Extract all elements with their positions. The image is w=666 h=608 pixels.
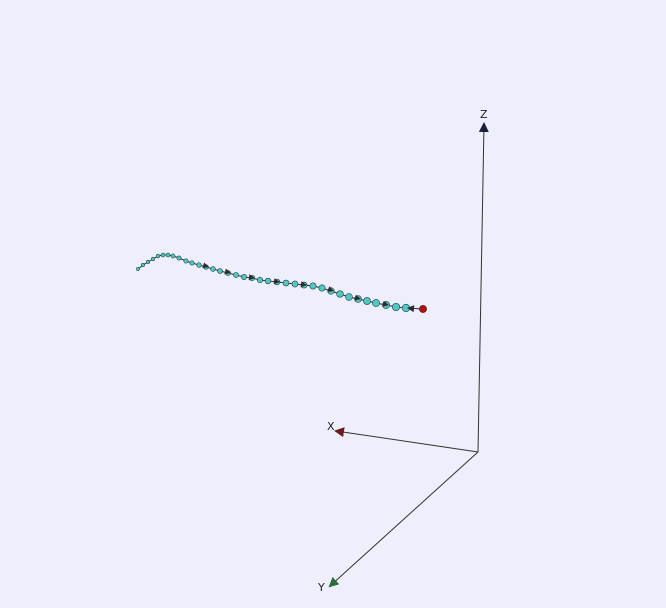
trajectory-line xyxy=(137,254,424,310)
y-axis-label: Y xyxy=(317,581,325,594)
y-axis-line xyxy=(328,451,479,588)
trajectory-arrowhead xyxy=(354,294,361,301)
trajectory-node xyxy=(256,276,264,284)
trajectory-node xyxy=(336,290,344,298)
trajectory-arrowhead xyxy=(300,281,307,288)
trajectory-arrowhead xyxy=(407,305,415,313)
trajectory-node xyxy=(345,293,353,301)
trajectory-node xyxy=(241,274,247,280)
trajectory-node xyxy=(264,277,272,285)
trajectory-node xyxy=(318,284,326,292)
trajectory-node xyxy=(160,252,166,258)
trajectory-node xyxy=(155,253,161,259)
start-marker xyxy=(419,305,427,313)
trajectory-node xyxy=(145,259,151,265)
trajectory-node xyxy=(196,262,202,268)
trajectory-node xyxy=(136,267,140,271)
trajectory-arrowhead xyxy=(273,278,280,285)
trajectory-node xyxy=(141,263,145,267)
trajectory-node xyxy=(309,282,317,290)
trajectory-arrowhead xyxy=(224,268,231,275)
trajectory-node xyxy=(183,258,189,264)
trajectory-arrowhead xyxy=(327,286,334,292)
trajectory-node xyxy=(170,253,176,259)
z-axis-label: Z xyxy=(480,108,488,121)
trajectory-node xyxy=(210,266,216,272)
trajectory-arrowhead xyxy=(248,274,255,281)
trajectory-node xyxy=(189,260,195,266)
trajectory-node xyxy=(282,279,290,287)
trajectory-node xyxy=(391,302,401,312)
axes-group: Z X Y xyxy=(317,108,489,594)
trajectory-arrowhead xyxy=(382,300,389,307)
trajectory-node xyxy=(363,297,371,305)
z-axis-line xyxy=(477,122,489,453)
trajectory-path xyxy=(136,252,427,313)
x-axis-line xyxy=(334,427,479,453)
trajectory-arrowhead xyxy=(202,262,209,269)
trajectory-node xyxy=(176,255,182,261)
trajectory-node xyxy=(372,299,380,307)
x-axis-label: X xyxy=(327,420,335,433)
trajectory-node xyxy=(217,268,223,274)
trajectory-node xyxy=(233,272,239,278)
trajectory-node xyxy=(150,256,156,262)
trajectory-node xyxy=(165,252,171,258)
trajectory-node xyxy=(291,280,299,288)
